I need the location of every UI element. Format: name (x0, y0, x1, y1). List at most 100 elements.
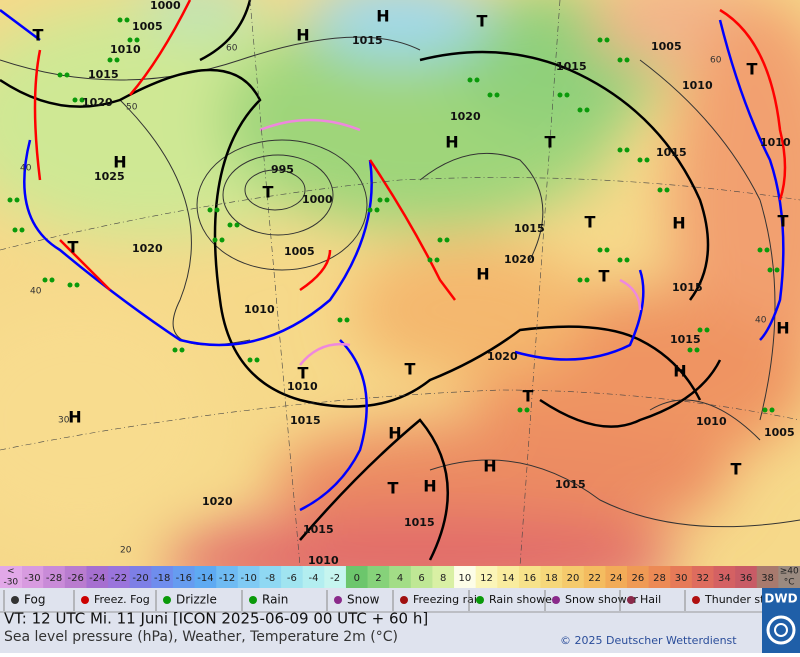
scale-label: -24 (89, 573, 105, 584)
isobar-label: 1015 (555, 478, 586, 491)
rain-symbol (254, 357, 260, 363)
scale-cell (778, 566, 800, 588)
logo-symbol-inner (774, 623, 788, 637)
pressure-center: H (296, 26, 309, 45)
pressure-center: T (298, 364, 309, 383)
rain-symbol (377, 197, 383, 203)
scale-label: 20 (567, 573, 580, 584)
scale-label: 22 (588, 573, 601, 584)
scale-label: -8 (265, 573, 275, 584)
isobar-label: 1005 (764, 426, 795, 439)
rain-symbol (337, 317, 343, 323)
pressure-center: T (747, 60, 758, 79)
scale-label: -6 (287, 573, 297, 584)
legend-icon (692, 596, 700, 604)
isobar-label: 1015 (670, 333, 701, 346)
legend-label: Hail (640, 593, 661, 606)
scale-cell (432, 566, 455, 588)
scale-label: -28 (46, 573, 62, 584)
scale-label: 38 (761, 573, 774, 584)
scale-cell (410, 566, 433, 588)
rain-symbol (114, 57, 120, 63)
scale-cell (713, 566, 736, 588)
rain-symbol (597, 247, 603, 253)
pressure-center: H (376, 7, 389, 26)
pressure-center: H (113, 153, 126, 172)
isobar-label: 1010 (760, 136, 791, 149)
logo-symbol (766, 615, 796, 645)
legend-icon (249, 596, 257, 604)
rain-symbol (72, 97, 78, 103)
scale-cell (540, 566, 563, 588)
rain-symbol (757, 247, 763, 253)
scale-cell (735, 566, 758, 588)
rain-symbol (764, 247, 770, 253)
scale-cell (670, 566, 693, 588)
map-labels: 1000 1005 1010 1015 1020 1025 995 1000 1005 1010 1… (20, 0, 795, 566)
scale-cell (345, 566, 369, 588)
map: 1000 1005 1010 1015 1020 1025 995 1000 1005 1010 1… (0, 0, 800, 566)
legend-icon (627, 596, 635, 604)
legend-label: Freez. Fog (94, 593, 150, 606)
legend-background (0, 588, 800, 653)
rain-symbol (474, 77, 480, 83)
rain-symbol (214, 207, 220, 213)
isobar-label: 1010 (682, 79, 713, 92)
isobar-label: 1020 (487, 350, 518, 363)
legend-label: Rain shower (489, 593, 557, 606)
rain-symbol (617, 147, 623, 153)
isobar-label: 1020 (450, 110, 481, 123)
legend-label: Freezing rain (413, 593, 484, 606)
scale-label: 8 (440, 573, 446, 584)
isobar-label: 1010 (110, 43, 141, 56)
scale-label: 2 (375, 573, 381, 584)
scale-cell (259, 566, 282, 588)
rain-symbol (617, 257, 623, 263)
rain-symbol (604, 37, 610, 43)
scale-label: 14 (502, 573, 515, 584)
legend-icon (400, 596, 408, 604)
legend-icon (163, 596, 171, 604)
rain-symbol (57, 72, 63, 78)
scale-cell (172, 566, 196, 588)
rain-symbol (774, 267, 780, 273)
scale-label: 0 (354, 573, 360, 584)
rain-symbol (624, 257, 630, 263)
legend-icon (552, 596, 560, 604)
scale-cell (497, 566, 520, 588)
rain-symbol (124, 17, 130, 23)
rain-symbol (577, 107, 583, 113)
rain-symbol (227, 222, 233, 228)
rain-symbol (584, 107, 590, 113)
rain-symbol (517, 407, 523, 413)
scale-cell (605, 566, 628, 588)
legend-icon (476, 596, 484, 604)
isobar-label: 1020 (132, 242, 163, 255)
scale-cell (86, 566, 109, 588)
scale-cell (194, 566, 217, 588)
temperature-contour-label: 50 (126, 103, 138, 113)
pressure-center: T (477, 12, 488, 31)
isobar-label: 1015 (514, 222, 545, 235)
legend-label: Drizzle (176, 593, 217, 607)
scale-label: -4 (309, 573, 319, 584)
scale-label: 10 (458, 573, 471, 584)
pressure-center: T (523, 387, 534, 406)
isobar-label: 1015 (88, 68, 119, 81)
scale-label: ≥40 (780, 567, 799, 577)
isobar-label: 995 (271, 163, 294, 176)
isobar-label: 1000 (150, 0, 181, 12)
rain-symbol (694, 347, 700, 353)
rain-symbol (127, 37, 133, 43)
rain-symbol (437, 237, 443, 243)
scale-label: 34 (718, 573, 731, 584)
pressure-center: T (545, 133, 556, 152)
pressure-center: H (483, 457, 496, 476)
legend-icon (334, 596, 342, 604)
rain-symbol (697, 327, 703, 333)
rain-symbol (344, 317, 350, 323)
rain-symbol (247, 357, 253, 363)
scale-cell (562, 566, 585, 588)
scale-label: -30 (24, 573, 40, 584)
